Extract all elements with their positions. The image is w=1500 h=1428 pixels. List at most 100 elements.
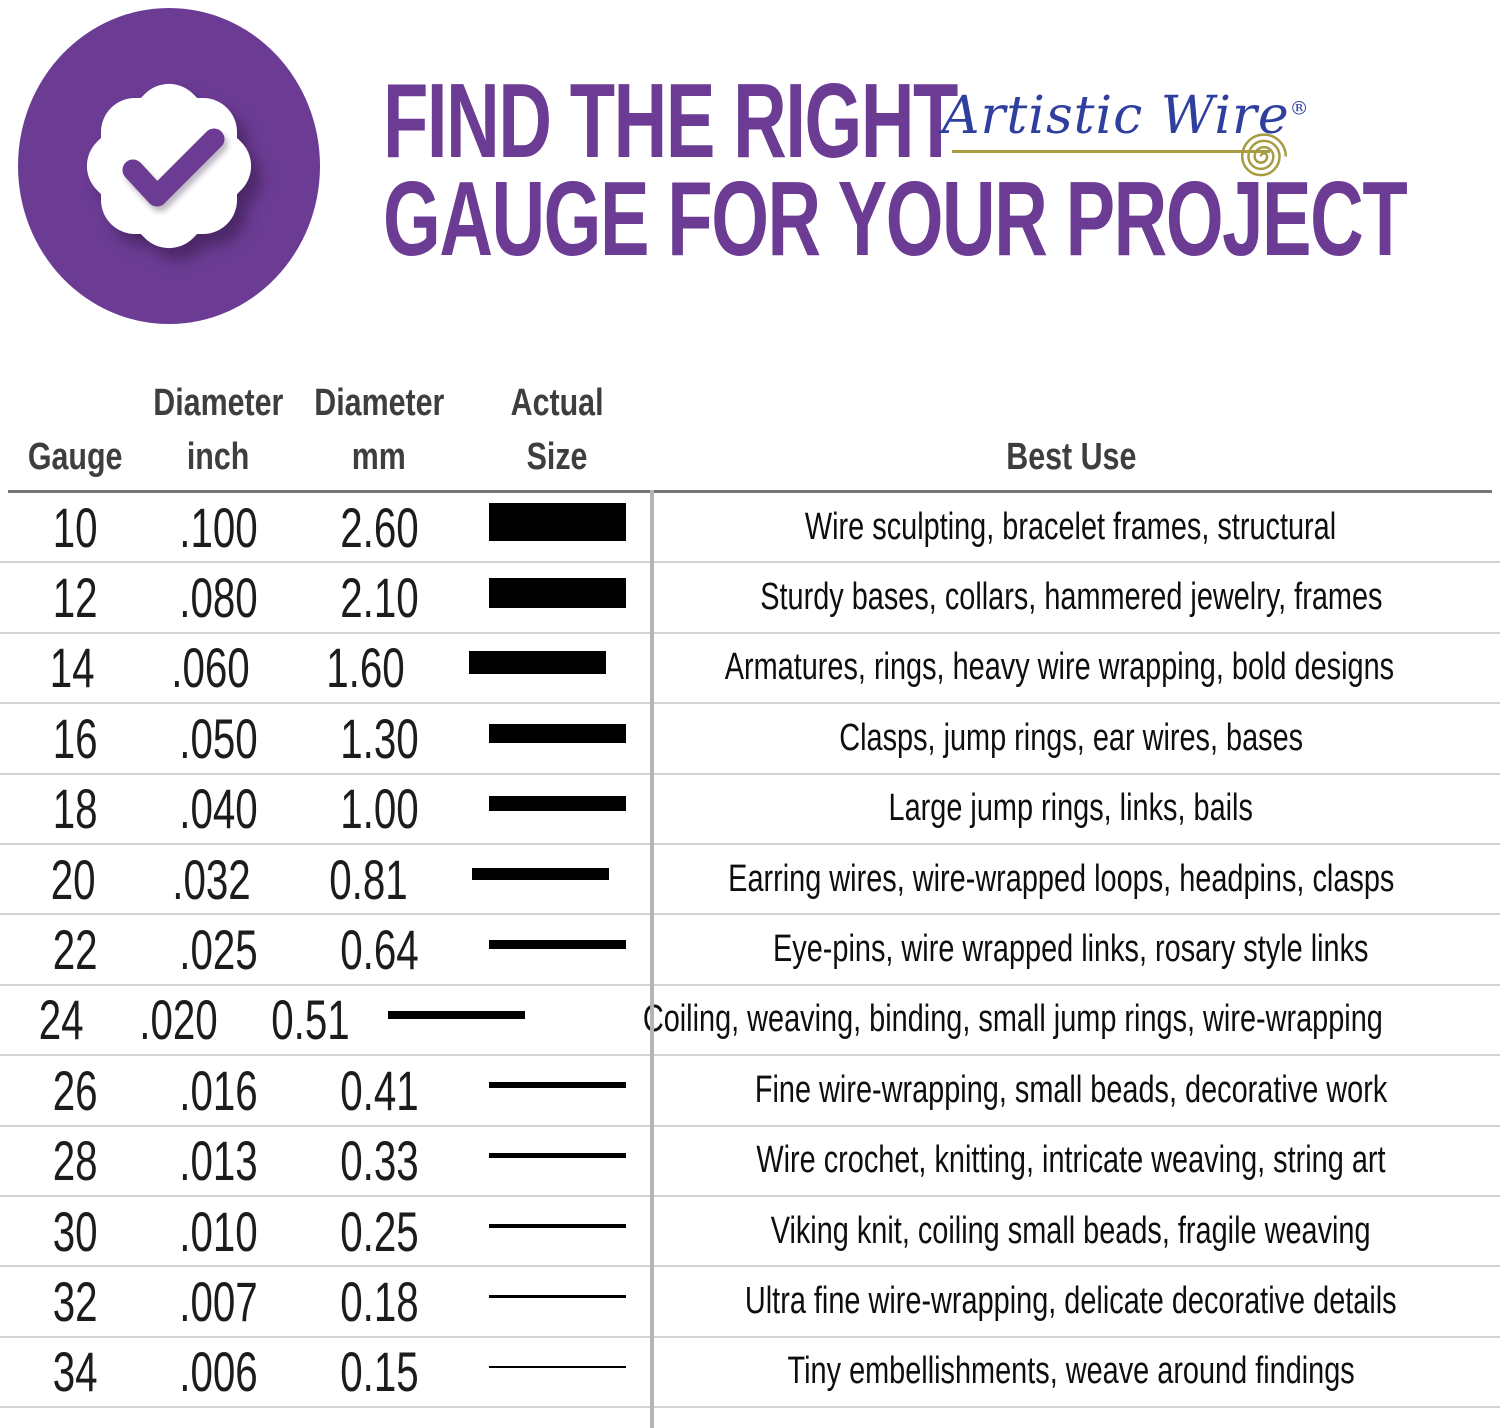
best-use-text: Armatures, rings, heavy wire wrapping, b… bbox=[724, 646, 1395, 689]
diameter-inch-value: .040 bbox=[178, 777, 258, 841]
gauge-value: 16 bbox=[52, 706, 98, 770]
best-use-text: Viking knit, coiling small beads, fragil… bbox=[771, 1209, 1371, 1252]
column-header-size: Size bbox=[526, 435, 588, 478]
diameter-inch-value: .016 bbox=[178, 1058, 258, 1122]
diameter-inch-value: .060 bbox=[171, 636, 250, 700]
gauge-value: 24 bbox=[39, 988, 84, 1052]
actual-size-bar bbox=[488, 796, 626, 812]
purple-circle-badge bbox=[18, 8, 320, 324]
diameter-inch-value: .080 bbox=[178, 566, 258, 630]
actual-size-bar bbox=[488, 503, 626, 542]
gauge-value: 34 bbox=[52, 1340, 98, 1404]
title-line-2: GAUGE FOR YOUR PROJECT bbox=[383, 160, 1408, 278]
best-use-text: Wire sculpting, bracelet frames, structu… bbox=[805, 505, 1337, 548]
table-row: 16 .050 1.30 Clasps, jump rings, ear wir… bbox=[0, 704, 1500, 775]
diameter-inch-value: .100 bbox=[178, 495, 258, 559]
column-divider-line bbox=[650, 490, 654, 1428]
diameter-mm-value: 1.00 bbox=[339, 777, 419, 841]
gauge-value: 28 bbox=[52, 1129, 98, 1193]
best-use-text: Wire crochet, knitting, intricate weavin… bbox=[756, 1139, 1386, 1182]
column-header-best-use: Best Use bbox=[1005, 435, 1137, 478]
best-use-text: Eye-pins, wire wrapped links, rosary sty… bbox=[773, 928, 1369, 971]
column-header-gauge: Gauge bbox=[27, 435, 123, 478]
column-header-inch: inch bbox=[186, 435, 250, 478]
brand-name: Artistic Wire® bbox=[942, 86, 1310, 146]
actual-size-bar bbox=[488, 1082, 626, 1089]
diameter-inch-value: .020 bbox=[139, 988, 218, 1052]
best-use-text: Coiling, weaving, binding, small jump ri… bbox=[643, 998, 1384, 1041]
brand-underline bbox=[952, 150, 1270, 153]
diameter-mm-value: 0.51 bbox=[271, 988, 350, 1052]
gauge-value: 12 bbox=[52, 566, 98, 630]
gauge-value: 30 bbox=[52, 1199, 98, 1263]
diameter-mm-value: 0.41 bbox=[339, 1058, 419, 1122]
diameter-mm-value: 1.60 bbox=[326, 636, 405, 700]
diameter-inch-value: .006 bbox=[178, 1340, 258, 1404]
actual-size-bar bbox=[488, 1365, 626, 1369]
column-header-diameter-inch-top: Diameter bbox=[152, 381, 284, 424]
actual-size-bar bbox=[488, 577, 626, 608]
table-row: 26 .016 0.41 Fine wire-wrapping, small b… bbox=[0, 1056, 1500, 1127]
table-rows: 10 .100 2.60 Wire sculpting, bracelet fr… bbox=[0, 493, 1500, 1409]
table-row: 18 .040 1.00 Large jump rings, links, ba… bbox=[0, 775, 1500, 845]
artistic-wire-logo: Artistic Wire® bbox=[942, 86, 1322, 206]
table-row: 28 .013 0.33 Wire crochet, knitting, int… bbox=[0, 1127, 1500, 1197]
diameter-inch-value: .010 bbox=[178, 1199, 258, 1263]
best-use-text: Earring wires, wire-wrapped loops, headp… bbox=[728, 857, 1395, 900]
actual-size-bar bbox=[488, 723, 626, 743]
diameter-inch-value: .013 bbox=[178, 1129, 258, 1193]
checkmark-icon bbox=[122, 128, 225, 207]
actual-size-bar bbox=[488, 1153, 626, 1159]
diameter-mm-value: 1.30 bbox=[339, 706, 419, 770]
actual-size-bar bbox=[488, 1294, 626, 1298]
actual-size-bar bbox=[388, 1010, 526, 1019]
column-header-diameter-mm-top: Diameter bbox=[313, 381, 445, 424]
actual-size-bar bbox=[472, 868, 610, 881]
diameter-mm-value: 0.81 bbox=[328, 847, 408, 911]
gauge-value: 14 bbox=[49, 636, 95, 700]
diameter-inch-value: .007 bbox=[178, 1269, 258, 1333]
table-header-row-2: Gauge inch mm Size Best Use bbox=[0, 430, 1500, 484]
table-row: 10 .100 2.60 Wire sculpting, bracelet fr… bbox=[0, 493, 1500, 564]
best-use-text: Large jump rings, links, bails bbox=[888, 787, 1254, 830]
gauge-value: 26 bbox=[52, 1058, 98, 1122]
best-use-text: Sturdy bases, collars, hammered jewelry,… bbox=[759, 576, 1383, 619]
diameter-mm-value: 2.10 bbox=[339, 566, 419, 630]
wire-spiral-icon bbox=[1240, 133, 1288, 177]
gauge-value: 18 bbox=[52, 777, 98, 841]
best-use-text: Clasps, jump rings, ear wires, bases bbox=[839, 716, 1303, 759]
table-row: 14 .060 1.60 Armatures, rings, heavy wir… bbox=[0, 634, 1500, 705]
column-header-actual: Actual bbox=[510, 381, 604, 424]
actual-size-bar bbox=[488, 940, 626, 950]
diameter-inch-value: .032 bbox=[172, 847, 251, 911]
diameter-mm-value: 0.64 bbox=[339, 918, 419, 982]
registered-mark: ® bbox=[1289, 97, 1310, 120]
diameter-inch-value: .050 bbox=[178, 706, 258, 770]
page-title: FIND THE RIGHT GAUGE FOR YOUR PROJECT bbox=[383, 62, 1500, 278]
best-use-text: Fine wire-wrapping, small beads, decorat… bbox=[754, 1068, 1388, 1111]
best-use-text: Tiny embellishments, weave around findin… bbox=[787, 1350, 1355, 1393]
table-row: 12 .080 2.10 Sturdy bases, collars, hamm… bbox=[0, 563, 1500, 634]
gauge-value: 20 bbox=[50, 847, 96, 911]
table-row: 24 .020 0.51 Coiling, weaving, binding, … bbox=[0, 986, 1500, 1057]
header-underline bbox=[8, 490, 1492, 493]
gauge-value: 22 bbox=[52, 918, 98, 982]
table-row: 32 .007 0.18 Ultra fine wire-wrapping, d… bbox=[0, 1267, 1500, 1338]
diameter-mm-value: 0.18 bbox=[339, 1269, 419, 1333]
diameter-mm-value: 0.15 bbox=[339, 1340, 419, 1404]
diameter-mm-value: 2.60 bbox=[339, 495, 419, 559]
table-row: 20 .032 0.81 Earring wires, wire-wrapped… bbox=[0, 845, 1500, 916]
actual-size-bar bbox=[468, 651, 606, 675]
gauge-value: 32 bbox=[52, 1269, 98, 1333]
table-row: 30 .010 0.25 Viking knit, coiling small … bbox=[0, 1197, 1500, 1268]
gauge-value: 10 bbox=[52, 495, 98, 559]
best-use-text: Ultra fine wire-wrapping, delicate decor… bbox=[745, 1279, 1397, 1322]
diameter-mm-value: 0.33 bbox=[339, 1129, 419, 1193]
column-header-mm: mm bbox=[351, 435, 407, 478]
actual-size-bar bbox=[488, 1224, 626, 1229]
diameter-mm-value: 0.25 bbox=[339, 1199, 419, 1263]
title-line-1: FIND THE RIGHT bbox=[383, 62, 958, 180]
check-seal-icon bbox=[72, 69, 266, 263]
table-row: 22 .025 0.64 Eye-pins, wire wrapped link… bbox=[0, 915, 1500, 986]
